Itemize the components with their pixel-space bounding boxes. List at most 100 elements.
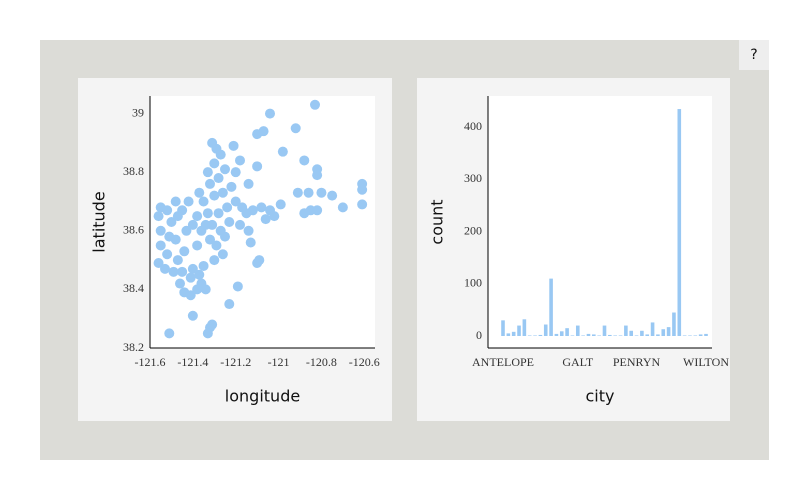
- bar: [698, 334, 703, 336]
- point: [187, 219, 198, 230]
- point: [230, 167, 241, 178]
- bar: [602, 325, 607, 336]
- bar: [517, 325, 521, 336]
- x-tick-label: GALT: [562, 355, 594, 369]
- point: [153, 211, 164, 222]
- point: [312, 170, 323, 181]
- bar: [538, 334, 543, 336]
- bar: [693, 335, 698, 336]
- point: [275, 199, 286, 210]
- point: [217, 187, 228, 198]
- point: [192, 211, 203, 222]
- point: [220, 164, 230, 175]
- bar: [634, 335, 639, 336]
- point: [187, 310, 198, 321]
- point: [235, 155, 245, 166]
- point: [209, 255, 220, 266]
- x-tick-label: WILTON: [683, 355, 729, 369]
- bar: [575, 325, 580, 336]
- point: [177, 266, 188, 277]
- point: [187, 263, 198, 274]
- point: [198, 260, 209, 271]
- point: [310, 99, 320, 110]
- x-axis-title: longitude: [225, 387, 300, 406]
- point: [228, 140, 239, 151]
- x-tick-label: -120.6: [349, 355, 380, 369]
- point: [175, 278, 185, 289]
- point: [215, 149, 226, 160]
- bar: [608, 334, 612, 336]
- point: [164, 328, 175, 339]
- point: [277, 146, 288, 157]
- x-tick-label: ANTELOPE: [472, 355, 534, 369]
- x-axis-title: city: [586, 387, 615, 406]
- bar: [506, 333, 511, 336]
- point: [220, 231, 230, 242]
- point: [224, 299, 235, 310]
- bar: [677, 109, 682, 336]
- point: [192, 240, 203, 251]
- bar: [645, 334, 650, 336]
- x-tick-label: -120.8: [306, 355, 337, 369]
- y-axis-title: count: [428, 199, 447, 244]
- point: [202, 328, 213, 339]
- y-tick-label: 200: [464, 223, 482, 237]
- point: [155, 225, 166, 236]
- point: [337, 202, 348, 213]
- bar: [613, 335, 617, 336]
- bar: [511, 331, 516, 336]
- point: [252, 161, 263, 172]
- point: [211, 240, 222, 251]
- bar: [533, 335, 537, 336]
- point: [185, 290, 196, 301]
- bar: [666, 327, 671, 336]
- point: [222, 202, 233, 213]
- point: [245, 237, 256, 248]
- point: [357, 184, 368, 195]
- y-axis-title: latitude: [90, 191, 109, 252]
- x-tick-label: -121: [268, 355, 290, 369]
- y-tick-label: 38.4: [123, 281, 144, 295]
- y-tick-label: 300: [464, 171, 482, 185]
- point: [200, 284, 211, 295]
- bar: [640, 330, 644, 336]
- point: [213, 173, 224, 184]
- point: [153, 258, 164, 269]
- point: [198, 196, 209, 207]
- bar: [682, 335, 687, 336]
- point: [162, 205, 173, 216]
- point: [205, 234, 215, 245]
- bar: [565, 328, 569, 336]
- plot-area: [488, 96, 712, 348]
- y-tick-label: 38.8: [123, 164, 144, 178]
- bar: [549, 278, 553, 336]
- help-button[interactable]: [739, 40, 769, 70]
- point: [200, 219, 211, 230]
- point: [172, 255, 183, 266]
- point: [252, 258, 263, 269]
- x-tick-label: -121.6: [135, 355, 166, 369]
- point: [202, 208, 213, 219]
- point: [235, 219, 245, 230]
- y-tick-label: 38.2: [123, 340, 144, 354]
- point: [207, 137, 218, 148]
- point: [252, 129, 263, 140]
- point: [170, 234, 181, 245]
- bar: [629, 330, 634, 336]
- point: [183, 196, 194, 207]
- bar: [688, 335, 692, 336]
- point: [194, 187, 205, 198]
- point: [243, 178, 254, 189]
- bar: [570, 335, 575, 336]
- help-button-label[interactable]: ?: [750, 47, 757, 63]
- bar: [559, 331, 564, 336]
- point: [207, 319, 218, 330]
- x-tick-label: -121.2: [220, 355, 251, 369]
- bar: [554, 333, 559, 336]
- point: [292, 187, 303, 198]
- point: [179, 246, 190, 257]
- point: [202, 167, 213, 178]
- point: [303, 187, 314, 198]
- point: [256, 202, 267, 213]
